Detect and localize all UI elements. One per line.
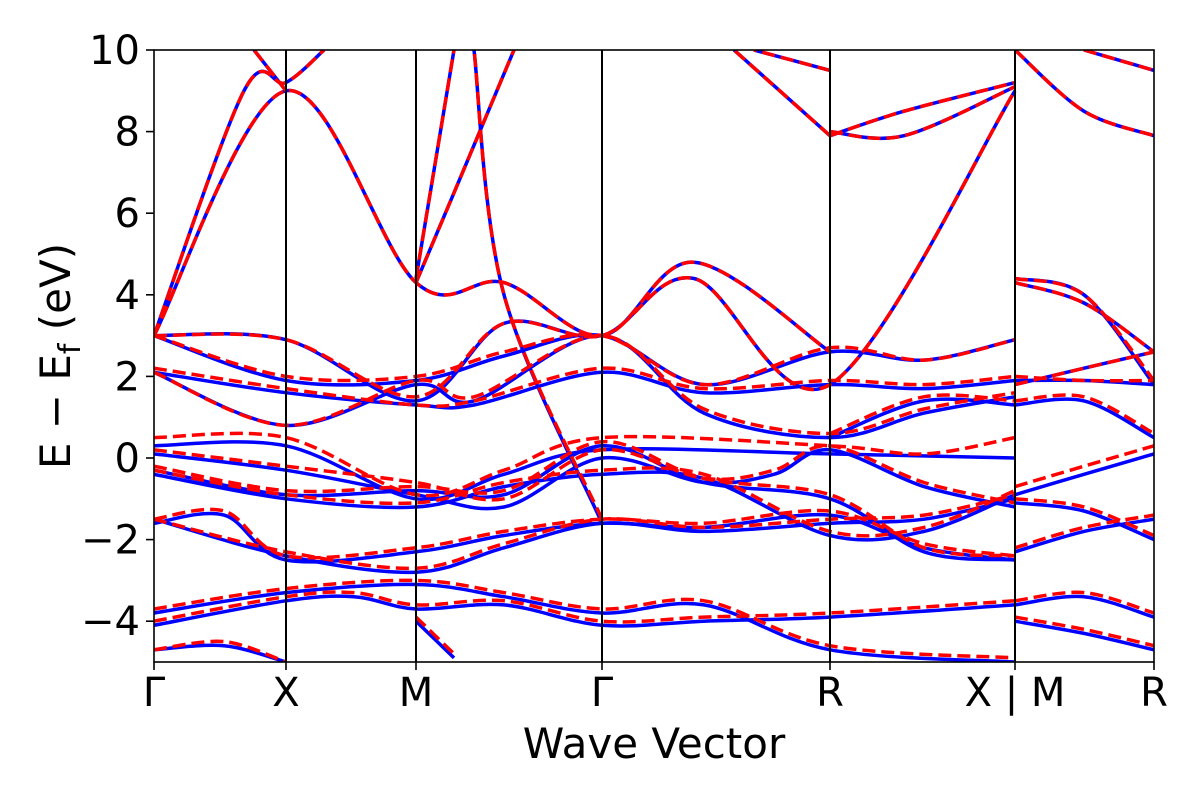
band-line [1014, 374, 1154, 383]
band-line [154, 366, 1016, 408]
band-line [414, 619, 456, 660]
y-axis-label-main: E − E [31, 354, 80, 469]
band-line [154, 639, 287, 662]
band-line [1014, 497, 1154, 538]
x-tick-label: R [1140, 670, 1168, 716]
x-axis-label: Wave Vector [523, 719, 786, 768]
band-line [829, 85, 1016, 141]
band-line [154, 590, 1016, 624]
band-line [252, 50, 288, 92]
y-tick-label: −2 [81, 518, 140, 564]
y-axis-label-subscript: f [53, 342, 88, 354]
y-tick-label: 10 [89, 28, 140, 74]
y-axis-label-unit: (eV) [31, 243, 80, 344]
high-symmetry-lines [285, 50, 1016, 662]
band-line [1014, 393, 1154, 436]
y-tick-label: 0 [115, 436, 140, 482]
band-line [1014, 276, 1154, 386]
band-line [414, 50, 516, 284]
band-line [732, 50, 832, 138]
plot-frame [153, 49, 1155, 663]
y-tick-label: 6 [115, 191, 140, 237]
y-tick-label: 8 [115, 110, 140, 156]
band-line [414, 50, 456, 279]
x-axis-ticks: Γ X M Γ R X | M R [143, 662, 1168, 716]
band-line [154, 594, 1016, 628]
band-line [1014, 501, 1154, 542]
band-lines [154, 50, 1154, 662]
band-line [1014, 280, 1154, 354]
y-tick-label: 2 [115, 354, 140, 400]
y-tick-label: 4 [115, 273, 140, 319]
band-line [1014, 276, 1154, 382]
band-line [829, 80, 1016, 138]
band-line [414, 615, 456, 656]
band-line [1013, 50, 1154, 138]
x-tick-label: X | M [965, 670, 1066, 716]
band-line [1014, 397, 1154, 440]
band-line [154, 448, 1016, 511]
band-line [154, 466, 1016, 538]
band-line [154, 50, 326, 337]
band-line [753, 50, 831, 73]
x-tick-label: Γ [143, 670, 166, 716]
band-line [154, 431, 1016, 498]
band-line [1014, 615, 1154, 648]
band-line [1014, 452, 1154, 497]
x-tick-label: R [816, 670, 844, 716]
band-line [1014, 513, 1154, 550]
band-line [1014, 590, 1154, 615]
y-axis-label: E − Ef (eV) [31, 243, 88, 469]
band-line [154, 89, 831, 354]
band-line [154, 507, 1016, 560]
band-line [154, 444, 1016, 505]
band-line [472, 50, 604, 520]
x-tick-label: X [272, 670, 299, 716]
band-line [1014, 350, 1154, 387]
band-line [829, 393, 1016, 436]
x-tick-label: Γ [591, 670, 614, 716]
dashed-series [154, 50, 1154, 662]
band-line [1014, 619, 1154, 652]
band-line [1014, 594, 1154, 619]
band-line [1014, 517, 1154, 554]
band-line [829, 397, 1016, 440]
band-line [1083, 50, 1154, 73]
y-tick-label: −4 [81, 599, 140, 645]
x-tick-label: M [399, 670, 434, 716]
band-line [472, 50, 604, 524]
y-axis-ticks: −4 −2 0 2 4 6 8 10 [81, 28, 154, 645]
